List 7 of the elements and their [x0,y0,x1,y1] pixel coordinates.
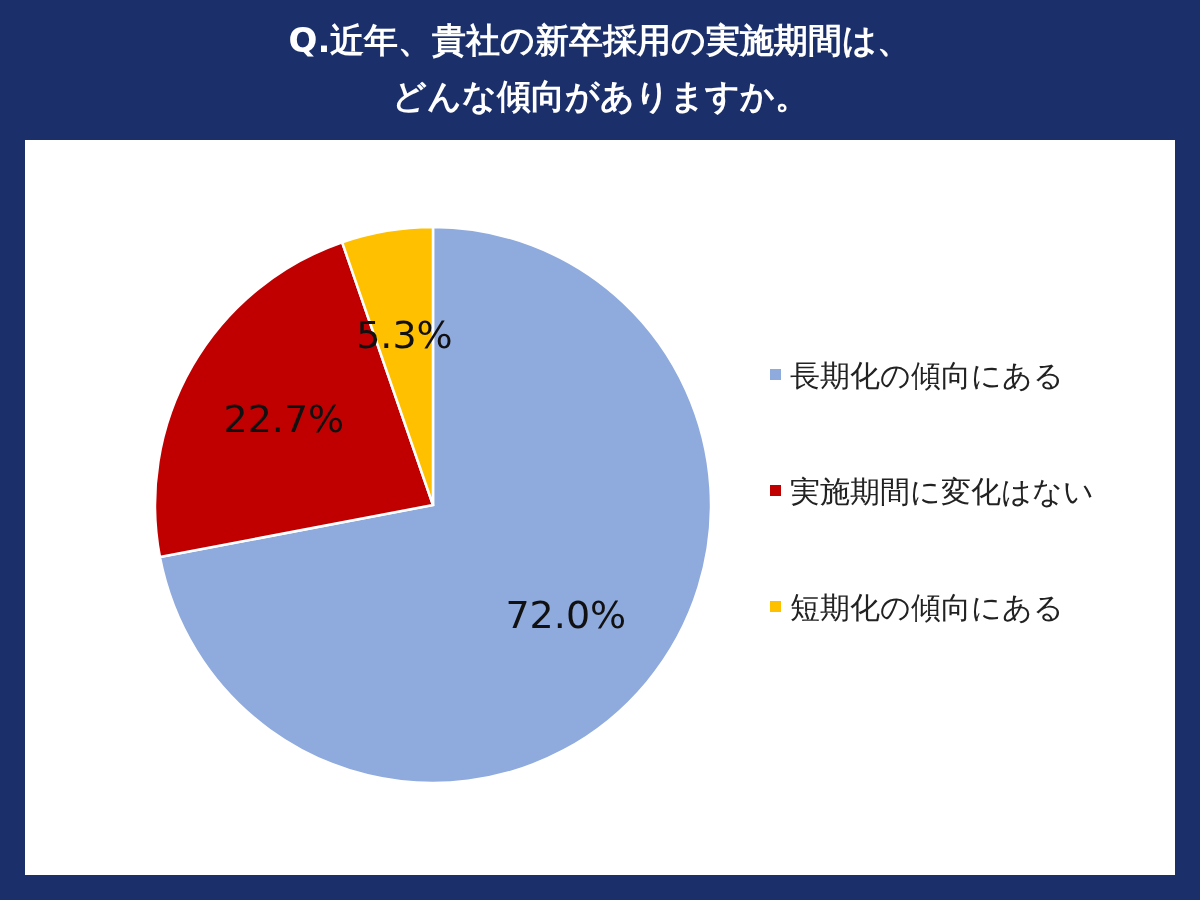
pie-slice [158,225,713,785]
data-label: 72.0% [505,593,627,638]
legend-label: 長期化の傾向にある [790,357,1064,393]
chart-title: Q.近年、貴社の新卒採用の実施期間は、どんな傾向がありますか。 [288,20,912,116]
legend-label: 実施期間に変化はない [790,473,1094,509]
legend-label: 短期化の傾向にある [790,589,1064,625]
data-label: 22.7% [223,396,345,441]
